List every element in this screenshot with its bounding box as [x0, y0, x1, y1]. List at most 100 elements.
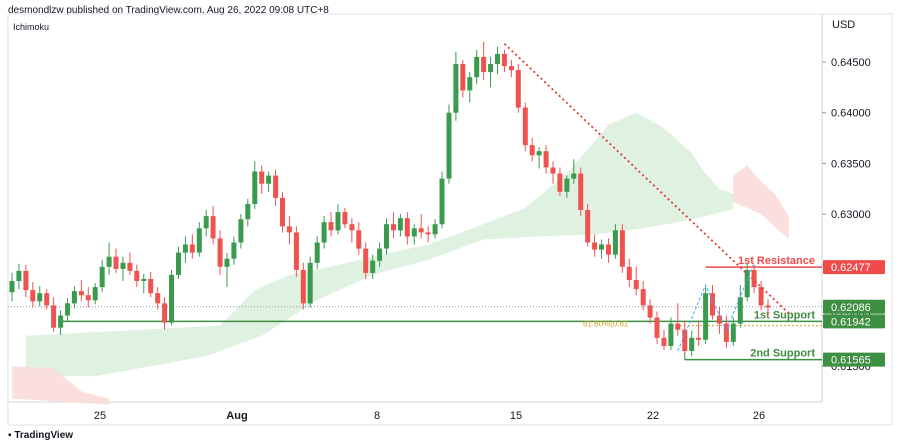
- candle-body[interactable]: [217, 238, 223, 267]
- candle-body[interactable]: [182, 244, 188, 253]
- candle-body[interactable]: [453, 64, 459, 113]
- candle-body[interactable]: [141, 279, 147, 281]
- support2-price-tag-bg[interactable]: [823, 352, 885, 367]
- candle-body[interactable]: [196, 228, 202, 253]
- candle-body[interactable]: [619, 230, 625, 267]
- candle-body[interactable]: [370, 260, 376, 273]
- candle-body[interactable]: [633, 280, 639, 290]
- candle-body[interactable]: [404, 218, 410, 237]
- indicator-label[interactable]: Ichimoku: [13, 22, 50, 32]
- candle-body[interactable]: [529, 145, 535, 156]
- candle-body[interactable]: [384, 224, 389, 249]
- candle-body[interactable]: [585, 210, 591, 243]
- candle-body[interactable]: [16, 270, 22, 281]
- candle-body[interactable]: [592, 242, 598, 250]
- candle-body[interactable]: [612, 230, 618, 255]
- tradingview-brand[interactable]: ▪ TradingView: [8, 430, 73, 441]
- candle-body[interactable]: [578, 173, 584, 211]
- candle-body[interactable]: [474, 56, 480, 78]
- candle-body[interactable]: [92, 287, 98, 301]
- candle-body[interactable]: [37, 293, 43, 302]
- candle-body[interactable]: [106, 256, 112, 267]
- candle-body[interactable]: [245, 204, 251, 220]
- candle-body[interactable]: [744, 269, 750, 298]
- candle-body[interactable]: [127, 262, 133, 271]
- candle-body[interactable]: [626, 266, 632, 280]
- candle-body[interactable]: [730, 323, 736, 342]
- candle-body[interactable]: [58, 315, 64, 328]
- candle-body[interactable]: [717, 315, 722, 324]
- candle-body[interactable]: [723, 323, 729, 342]
- candle-body[interactable]: [391, 224, 396, 231]
- candle-body[interactable]: [460, 64, 466, 91]
- candle-body[interactable]: [467, 77, 473, 91]
- candle-body[interactable]: [342, 212, 348, 225]
- candle-body[interactable]: [661, 337, 667, 346]
- candle-body[interactable]: [280, 197, 285, 227]
- last-price-tag-bg[interactable]: [823, 299, 885, 314]
- candle-body[interactable]: [224, 258, 230, 267]
- candle-body[interactable]: [564, 178, 570, 192]
- candle-body[interactable]: [495, 53, 500, 64]
- candle-body[interactable]: [162, 303, 168, 323]
- candle-body[interactable]: [508, 66, 514, 71]
- candle-body[interactable]: [737, 297, 743, 324]
- candle-body[interactable]: [522, 107, 528, 146]
- candle-body[interactable]: [335, 212, 341, 231]
- candle-body[interactable]: [314, 242, 320, 263]
- candle-body[interactable]: [30, 290, 36, 302]
- candle-body[interactable]: [418, 228, 424, 233]
- candle-body[interactable]: [432, 224, 438, 235]
- candle-body[interactable]: [682, 329, 688, 351]
- candle-body[interactable]: [300, 269, 306, 304]
- candle-body[interactable]: [751, 269, 757, 288]
- candle-body[interactable]: [481, 56, 487, 73]
- candle-body[interactable]: [411, 228, 417, 237]
- candle-body[interactable]: [120, 262, 126, 269]
- candle-body[interactable]: [252, 171, 258, 204]
- candle-body[interactable]: [571, 173, 577, 179]
- candle-body[interactable]: [349, 224, 355, 231]
- candle-body[interactable]: [85, 295, 91, 301]
- candle-body[interactable]: [758, 287, 764, 306]
- candle-body[interactable]: [696, 337, 702, 340]
- candle-body[interactable]: [286, 226, 292, 233]
- candle-body[interactable]: [238, 219, 244, 243]
- candle-body[interactable]: [113, 256, 119, 269]
- candle-body[interactable]: [647, 305, 653, 318]
- candle-body[interactable]: [675, 323, 681, 330]
- candle-body[interactable]: [23, 270, 29, 291]
- candle-body[interactable]: [363, 248, 369, 273]
- candle-body[interactable]: [176, 252, 181, 275]
- candle-body[interactable]: [397, 218, 403, 231]
- candle-body[interactable]: [501, 53, 507, 67]
- candle-body[interactable]: [71, 291, 77, 304]
- candle-body[interactable]: [536, 151, 542, 156]
- candle-body[interactable]: [273, 175, 279, 198]
- candle-body[interactable]: [640, 289, 646, 306]
- candle-body[interactable]: [155, 293, 161, 304]
- candle-body[interactable]: [356, 230, 362, 249]
- candle-body[interactable]: [259, 171, 265, 184]
- candle-body[interactable]: [51, 305, 57, 328]
- candle-body[interactable]: [266, 175, 272, 184]
- candle-body[interactable]: [307, 262, 313, 304]
- candle-body[interactable]: [148, 279, 154, 294]
- candle-body[interactable]: [606, 244, 611, 255]
- candle-body[interactable]: [44, 293, 50, 306]
- candle-body[interactable]: [189, 244, 195, 253]
- candle-body[interactable]: [439, 178, 445, 225]
- candle-body[interactable]: [765, 305, 771, 308]
- candle-body[interactable]: [446, 112, 452, 179]
- candle-body[interactable]: [425, 232, 431, 235]
- candle-body[interactable]: [203, 216, 209, 229]
- candle-body[interactable]: [543, 151, 549, 168]
- candle-body[interactable]: [210, 216, 216, 239]
- candle-body[interactable]: [668, 323, 674, 346]
- candle-body[interactable]: [488, 64, 494, 73]
- candle-body[interactable]: [377, 248, 383, 261]
- candle-body[interactable]: [293, 232, 299, 270]
- candle-body[interactable]: [557, 173, 563, 192]
- candle-body[interactable]: [654, 317, 660, 338]
